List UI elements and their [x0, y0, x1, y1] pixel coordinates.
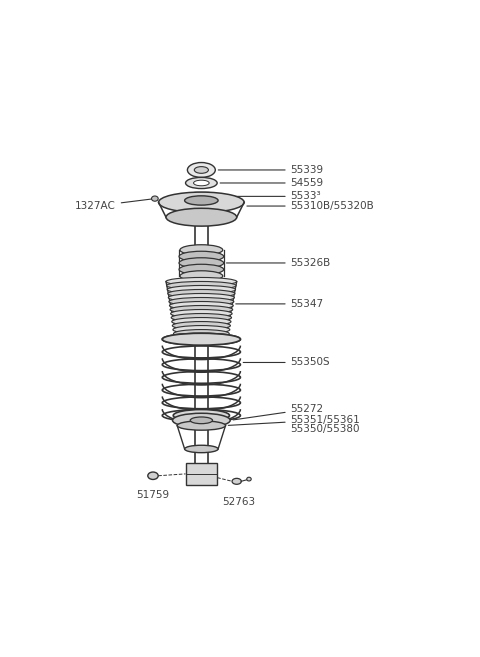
Ellipse shape — [166, 208, 237, 226]
Text: 55351/55361: 55351/55361 — [228, 415, 360, 425]
Ellipse shape — [172, 317, 231, 326]
Ellipse shape — [169, 302, 233, 309]
Ellipse shape — [173, 326, 230, 334]
Ellipse shape — [180, 271, 223, 281]
FancyBboxPatch shape — [186, 463, 217, 485]
Ellipse shape — [167, 286, 236, 294]
Ellipse shape — [166, 277, 237, 286]
Text: 55347: 55347 — [236, 299, 324, 309]
Ellipse shape — [172, 321, 230, 330]
Ellipse shape — [173, 330, 229, 338]
Ellipse shape — [232, 478, 241, 484]
Text: 55350S: 55350S — [243, 357, 330, 367]
Text: 55272: 55272 — [233, 404, 324, 420]
Ellipse shape — [170, 306, 233, 313]
Bar — [194, 192, 209, 201]
Ellipse shape — [168, 294, 234, 302]
Ellipse shape — [170, 309, 232, 318]
Ellipse shape — [168, 290, 235, 298]
Ellipse shape — [180, 245, 223, 255]
Ellipse shape — [179, 251, 224, 261]
Ellipse shape — [194, 167, 208, 173]
Ellipse shape — [167, 281, 236, 290]
Ellipse shape — [177, 421, 226, 430]
Ellipse shape — [193, 180, 209, 186]
Ellipse shape — [187, 162, 216, 177]
Ellipse shape — [179, 264, 224, 275]
Ellipse shape — [162, 333, 240, 345]
Ellipse shape — [247, 477, 251, 481]
Text: 54559: 54559 — [220, 178, 324, 188]
Text: 1327AC: 1327AC — [75, 199, 152, 211]
Text: 51759: 51759 — [136, 490, 169, 500]
Text: 55339: 55339 — [218, 165, 324, 175]
Text: 55326B: 55326B — [227, 258, 331, 268]
Ellipse shape — [172, 413, 230, 428]
Ellipse shape — [185, 196, 218, 205]
Ellipse shape — [185, 445, 218, 453]
Text: 55310B/55320B: 55310B/55320B — [247, 201, 374, 211]
Ellipse shape — [190, 417, 213, 424]
Ellipse shape — [152, 196, 158, 201]
Ellipse shape — [186, 177, 217, 189]
Text: 5533³: 5533³ — [212, 191, 321, 202]
Text: 55350/55380: 55350/55380 — [290, 424, 360, 434]
Ellipse shape — [158, 192, 244, 213]
Ellipse shape — [169, 298, 234, 306]
Ellipse shape — [171, 313, 231, 322]
Ellipse shape — [179, 258, 224, 268]
Text: 52763: 52763 — [222, 497, 255, 507]
Ellipse shape — [173, 409, 229, 421]
Ellipse shape — [148, 472, 158, 480]
